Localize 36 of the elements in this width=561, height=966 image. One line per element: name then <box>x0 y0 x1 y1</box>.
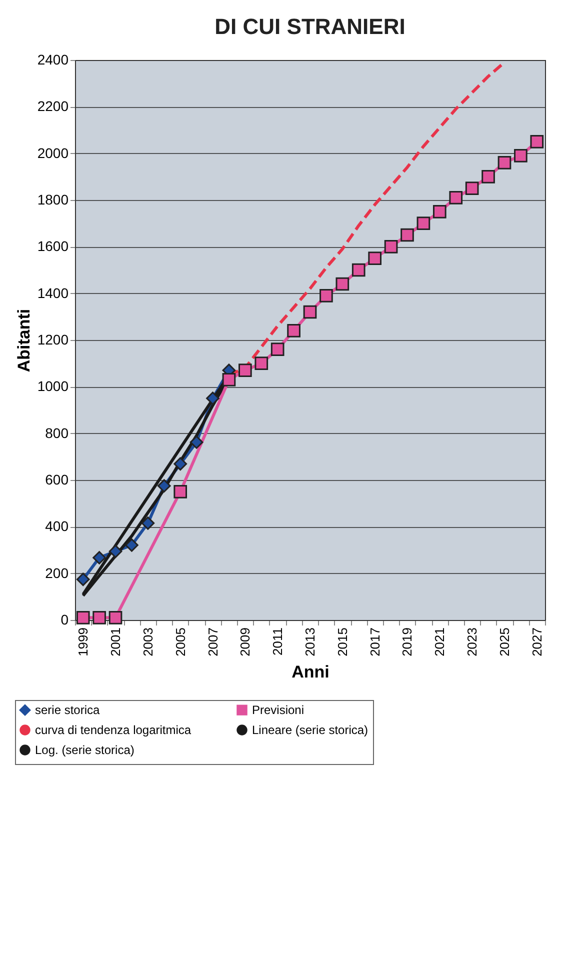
y-tick-label: 1600 <box>37 238 69 254</box>
x-tick-label: 2017 <box>367 628 382 656</box>
x-tick-label: 2001 <box>108 628 124 656</box>
y-tick-label: 800 <box>45 424 69 441</box>
chart-title: DI CUI STRANIERI <box>214 14 406 39</box>
x-tick-label: 2007 <box>205 628 220 656</box>
legend-label: Log. (serie storica) <box>35 743 134 757</box>
y-tick-label: 400 <box>45 518 69 534</box>
legend-label: Lineare (serie storica) <box>252 723 368 737</box>
x-tick-label: 2005 <box>172 628 188 656</box>
x-axis-title: Anni <box>292 662 330 682</box>
x-tick-label: 2021 <box>432 628 448 656</box>
y-tick-label: 2400 <box>37 52 69 68</box>
y-tick-label: 600 <box>45 472 69 488</box>
x-tick-label: 2011 <box>270 628 286 656</box>
legend-label: curva di tendenza logaritmica <box>35 723 192 737</box>
y-tick-label: 1400 <box>37 284 69 301</box>
x-tick-label: 2023 <box>464 628 480 656</box>
y-tick-label: 1200 <box>37 332 69 348</box>
y-tick-label: 1000 <box>37 378 69 394</box>
y-tick-label: 1800 <box>37 192 69 208</box>
x-tick-label: 2019 <box>400 628 415 656</box>
x-tick-label: 2015 <box>334 628 350 656</box>
x-tick-label: 2003 <box>140 628 156 656</box>
legend-label: serie storica <box>35 703 100 718</box>
y-tick-label: 2200 <box>37 98 69 114</box>
y-tick-label: 200 <box>45 564 69 581</box>
x-tick-label: 2027 <box>529 628 544 656</box>
y-tick-label: 2000 <box>37 144 69 161</box>
x-tick-label: 2025 <box>496 628 512 656</box>
x-tick-label: 2013 <box>302 628 318 656</box>
y-axis-title: Abitanti <box>14 308 34 372</box>
legend-label: Previsioni <box>252 703 304 718</box>
x-tick-label: 2009 <box>238 628 253 656</box>
x-tick-label: 1999 <box>76 628 91 656</box>
y-tick-label: 0 <box>60 612 69 628</box>
